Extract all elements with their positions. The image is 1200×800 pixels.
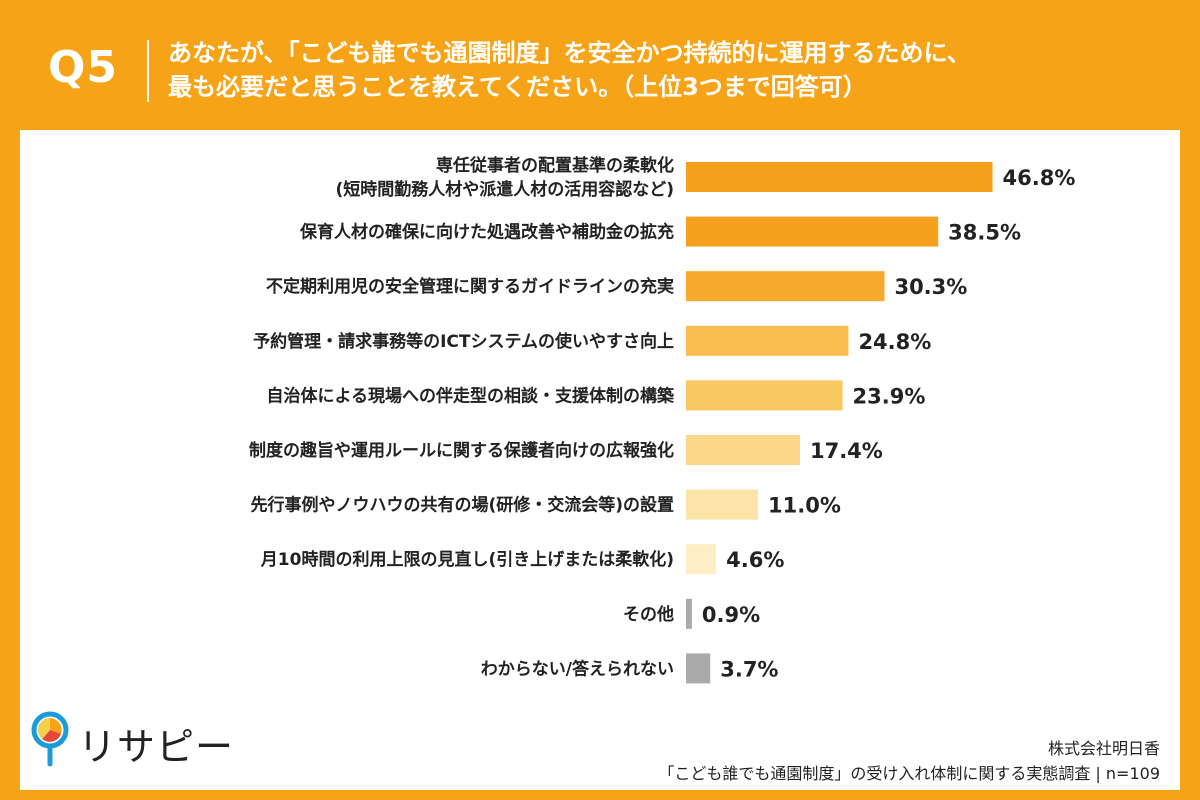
risapy-logo-icon [31, 711, 69, 767]
header-divider [147, 40, 149, 102]
question-line-1: あなたが、「こども誰でも通園制度」を安全かつ持続的に運用するために、 [168, 39, 971, 67]
category-label: 制度の趣旨や運用ルールに関する保護者向けの広報強化 [249, 440, 674, 461]
logo-text: リサピー [78, 725, 235, 769]
category-label: 予約管理・請求事務等のICTシステムの使いやすさ向上 [253, 331, 674, 352]
bar [686, 489, 759, 520]
bar [686, 162, 993, 192]
question-header: Q5 あなたが、「こども誰でも通園制度」を安全かつ持続的に運用するために、 最も… [0, 0, 1200, 130]
source-company: 株式会社明日香 [1047, 739, 1160, 758]
question-text: あなたが、「こども誰でも通園制度」を安全かつ持続的に運用するために、 最も必要だ… [168, 36, 1178, 104]
value-label: 17.4% [810, 439, 883, 463]
value-label: 30.3% [894, 275, 967, 299]
bar [686, 380, 843, 411]
source-survey: 「こども誰でも通園制度」の受け入れ体制に関する実態調査 | n=109 [658, 764, 1160, 783]
value-label: 24.8% [858, 330, 931, 354]
value-label: 4.6% [726, 548, 784, 572]
value-label: 23.9% [853, 384, 926, 408]
bar-chart: 専任従事者の配置基準の柔軟化 (短時間勤務人材や派遣人材の活用容認など) 46.8%… [249, 155, 1076, 684]
bar [686, 598, 692, 629]
category-label: 保育人材の確保に向けた処遇改善や補助金の拡充 [299, 222, 674, 243]
chart-panel: 専任従事者の配置基準の柔軟化 (短時間勤務人材や派遣人材の活用容認など) 46.8%… [20, 130, 1180, 790]
category-label: 月10時間の利用上限の見直し(引き上げまたは柔軟化) [260, 549, 674, 570]
category-label: (短時間勤務人材や派遣人材の活用容認など) [335, 179, 674, 200]
category-label: 先行事例やノウハウの共有の場(研修・交流会等)の設置 [250, 495, 674, 516]
question-number: Q5 [48, 42, 119, 93]
bar [686, 216, 939, 247]
value-label: 11.0% [768, 494, 841, 518]
category-label: 専任従事者の配置基準の柔軟化 [436, 155, 674, 176]
bar [686, 325, 849, 356]
category-label: わからない/答えられない [481, 658, 674, 679]
question-line-2: 最も必要だと思うことを教えてください。（上位3つまで回答可） [168, 73, 867, 101]
bar [686, 653, 711, 684]
value-label: 0.9% [702, 603, 760, 627]
category-label: その他 [623, 604, 674, 625]
category-label: 不定期利用児の安全管理に関するガイドラインの充実 [266, 276, 674, 297]
value-label: 3.7% [720, 657, 778, 681]
bar [686, 544, 717, 575]
bar [686, 435, 800, 465]
bar [686, 271, 885, 302]
value-label: 38.5% [948, 221, 1021, 245]
category-label: 自治体による現場への伴走型の相談・支援体制の構築 [267, 385, 675, 406]
value-label: 46.8% [1003, 166, 1076, 190]
